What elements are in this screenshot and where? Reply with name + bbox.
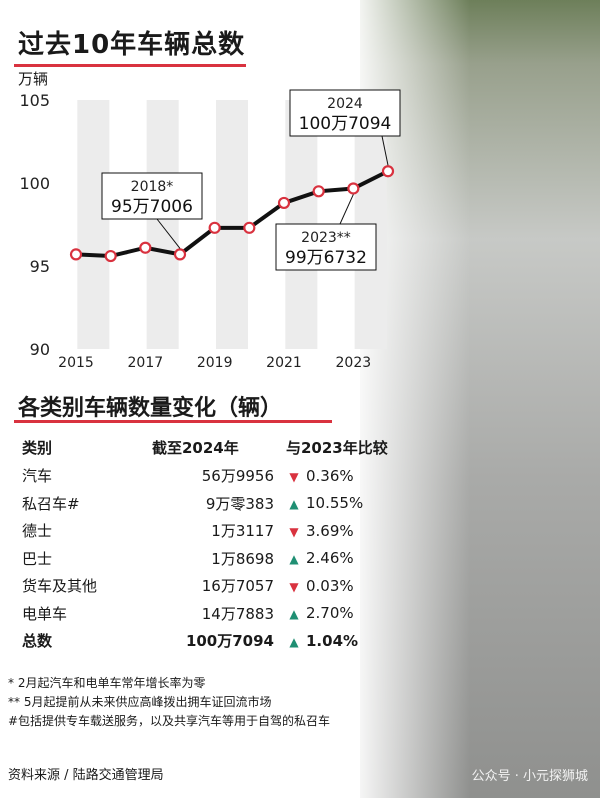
data-point — [277, 196, 291, 210]
y-tick-label: 105 — [19, 91, 50, 110]
up-triangle-icon: ▲ — [289, 497, 299, 512]
row-count: 56万9956 — [201, 467, 274, 486]
change-value: 1.04% — [306, 631, 359, 650]
data-point — [381, 165, 395, 178]
footnotes: * 2月起汽车和电单车常年增长率为零 ** 5月起提前从未来供应高峰拨出拥车证回… — [8, 674, 448, 731]
row-count: 1万3117 — [211, 522, 274, 541]
row-change: ▲ 1.04% — [274, 627, 416, 655]
row-category: 巴士 — [22, 549, 53, 568]
row-count: 14万7883 — [201, 604, 274, 623]
row-change: ▼ 0.36% — [274, 462, 416, 490]
title-underline — [14, 64, 246, 67]
table-header-row: 类别 截至2024年 与2023年比较 — [22, 432, 416, 462]
table-row: 汽车 56万9956 ▼ 0.36% — [22, 462, 416, 490]
data-point — [312, 185, 325, 198]
annotation-value: 99万6732 — [285, 248, 367, 268]
row-category: 总数 — [22, 632, 53, 651]
up-triangle-icon: ▲ — [289, 634, 299, 649]
data-point — [173, 248, 187, 261]
source-credit: 资料来源 / 陆路交通管理局 — [8, 768, 164, 783]
annotation-year: 2018* — [131, 179, 174, 195]
header-count: 截至2024年 — [152, 438, 239, 457]
row-change: ▲ 2.46% — [274, 545, 416, 573]
series-line — [75, 169, 389, 259]
data-point — [347, 182, 360, 195]
footnote: * 2月起汽车和电单车常年增长率为零 — [8, 676, 206, 690]
data-point — [208, 221, 221, 234]
annotation-value: 100万7094 — [299, 114, 392, 134]
data-point — [243, 221, 256, 234]
row-category: 电单车 — [22, 604, 68, 623]
year-band — [146, 100, 179, 349]
data-point — [139, 241, 152, 254]
row-change: ▼ 0.03% — [274, 572, 416, 600]
row-count: 16万7057 — [201, 577, 274, 596]
x-tick-label: 2021 — [266, 355, 302, 371]
row-change: ▼ 3.69% — [274, 517, 416, 545]
header-category: 类别 — [22, 438, 53, 457]
row-count: 1万8698 — [211, 549, 274, 568]
table-row: 货车及其他 16万7057 ▼ 0.03% — [22, 572, 416, 600]
annotation-box — [275, 223, 377, 271]
annotation-leader — [381, 135, 389, 166]
year-band — [77, 100, 110, 349]
annotation-year: 2024 — [327, 96, 363, 112]
table-row: 电单车 14万7883 ▲ 2.70% — [22, 600, 416, 628]
row-count: 9万零383 — [205, 494, 274, 513]
change-value: 2.46% — [306, 549, 354, 568]
change-value: 10.55% — [306, 494, 364, 513]
section-title: 各类别车辆数量变化（辆） — [18, 396, 283, 421]
change-value: 0.03% — [306, 576, 354, 595]
row-change: ▲ 10.55% — [274, 490, 416, 518]
annotation-leader — [156, 218, 181, 249]
annotation-year: 2023** — [301, 230, 351, 246]
header-change: 与2023年比较 — [286, 438, 388, 457]
unit-label: 万辆 — [18, 70, 49, 88]
change-value: 2.70% — [306, 604, 354, 623]
section-underline — [14, 420, 332, 423]
row-category: 汽车 — [22, 467, 53, 486]
line-chart: 90 95 100 105 2015 2017 2019 2021 2023 2018* 95万70… — [19, 89, 401, 371]
change-value: 3.69% — [306, 521, 354, 540]
row-count: 100万7094 — [185, 632, 274, 651]
x-tick-label: 2023 — [336, 355, 372, 371]
table-row: 巴士 1万8698 ▲ 2.46% — [22, 545, 416, 573]
x-tick-label: 2019 — [197, 355, 233, 371]
category-table: 类别 截至2024年 与2023年比较 汽车 56万9956 ▼ 0.36% 私召车# 9… — [22, 432, 416, 655]
x-tick-label: 2017 — [128, 355, 164, 371]
row-change: ▲ 2.70% — [274, 600, 416, 628]
y-tick-label: 90 — [30, 340, 50, 359]
annotation-value: 95万7006 — [111, 197, 193, 217]
row-category: 私召车# — [22, 494, 80, 513]
chart-title: 过去10年车辆总数 — [18, 30, 246, 60]
y-tick-label: 95 — [30, 257, 50, 276]
x-tick-label: 2015 — [58, 355, 94, 371]
data-point — [104, 249, 117, 263]
table-row-total: 总数 100万7094 ▲ 1.04% — [22, 627, 416, 655]
annotation-box — [101, 172, 203, 220]
y-tick-label: 100 — [19, 174, 50, 193]
data-point — [69, 248, 83, 261]
change-value: 0.36% — [306, 466, 354, 485]
annotation-leader — [339, 194, 354, 225]
table-row: 私召车# 9万零383 ▲ 10.55% — [22, 490, 416, 518]
table-row: 德士 1万3117 ▼ 3.69% — [22, 517, 416, 545]
footnote: #包括提供专车载送服务，以及共享汽车等用于自驾的私召车 — [8, 714, 331, 728]
down-triangle-icon: ▼ — [289, 579, 299, 594]
row-category: 德士 — [22, 522, 53, 541]
year-band — [216, 100, 248, 349]
row-category: 货车及其他 — [22, 577, 98, 596]
down-triangle-icon: ▼ — [289, 469, 299, 484]
watermark: 公众号 · 小元探狮城 — [471, 769, 588, 784]
annotation-box — [289, 89, 401, 137]
up-triangle-icon: ▲ — [289, 607, 299, 622]
footnote: ** 5月起提前从未来供应高峰拨出拥车证回流市场 — [8, 695, 272, 709]
up-triangle-icon: ▲ — [289, 552, 299, 567]
down-triangle-icon: ▼ — [289, 524, 299, 539]
